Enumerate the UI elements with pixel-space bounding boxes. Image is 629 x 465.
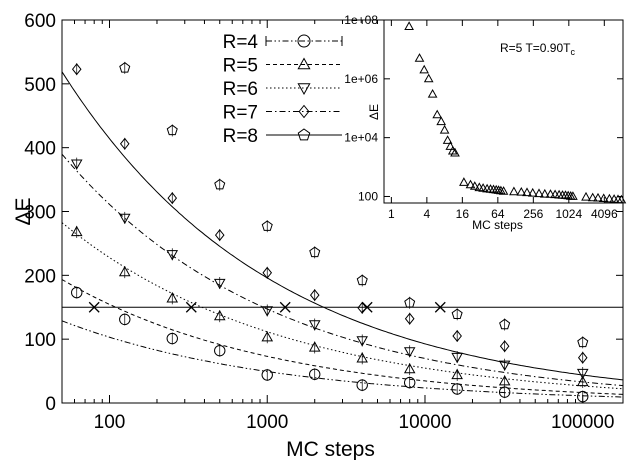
inset-y-tick-label: 1e+06: [344, 72, 378, 86]
inset-point: [442, 135, 453, 144]
inset-point: [522, 187, 532, 197]
inset-x-tick-label: 1024: [555, 207, 582, 221]
x-tick-label: 10000: [399, 412, 452, 433]
inset-x-tick-label: 256: [523, 207, 543, 221]
y-tick-label: 400: [24, 139, 56, 160]
inset-point: [545, 189, 556, 198]
inset-point: [445, 141, 456, 150]
inset-point: [593, 192, 603, 202]
inset-x-tick-label: 64: [491, 207, 505, 221]
inset-point: [616, 194, 627, 204]
inset-point: [447, 145, 458, 155]
inset-point: [436, 116, 447, 126]
y-tick-label: 0: [45, 394, 56, 415]
legend-label-R=5: R=5: [223, 56, 258, 77]
inset-point: [534, 188, 544, 198]
inset-x-tick-label: 4: [424, 207, 431, 221]
x-tick-label: 100000: [551, 412, 614, 433]
fit-line-R=6: [62, 222, 623, 390]
inset-point: [439, 124, 450, 134]
inset-point: [469, 181, 480, 190]
y-tick-label: 100: [24, 330, 56, 351]
inset-y-axis-label: ΔE: [367, 104, 381, 120]
inset-point: [568, 191, 578, 200]
fit-line-R=8: [62, 71, 623, 381]
inset-y-tick-label: 1e+04: [344, 131, 378, 145]
y-tick-label: 200: [24, 266, 56, 287]
x-axis-label: MC steps: [286, 438, 375, 460]
inset-plot: 100 1e+04 1e+06 1e+08 1 4 16 64 256 1024 4096 MC st…: [344, 13, 627, 232]
inset-point: [598, 193, 609, 202]
inset-point: [516, 186, 527, 196]
inset-point: [587, 192, 598, 202]
inset-point: [459, 177, 469, 186]
y-tick-label: 600: [24, 11, 56, 32]
inset-annotation-subscript: c: [571, 47, 576, 57]
legend-marker-R=7: [298, 104, 310, 119]
main-plot: 0 100 200 300 400 500 600 100 1000 10000 100000 MC …: [12, 11, 624, 461]
inset-y-tick-label: 1e+08: [344, 13, 378, 27]
crossing-marker: [279, 301, 291, 313]
inset-y-tick-label: 100: [358, 189, 378, 203]
inset-point: [498, 186, 509, 195]
legend-label-R=4: R=4: [223, 32, 259, 53]
fit-line-R=4: [62, 320, 623, 398]
inset-point: [423, 73, 434, 83]
inset-point: [404, 21, 414, 30]
inset-point: [581, 191, 591, 201]
inset-point: [465, 179, 476, 189]
inset-point: [509, 186, 519, 196]
legend-label-R=7: R=7: [223, 103, 258, 124]
y-axis-label: ΔE: [12, 197, 35, 225]
fit-curves: [62, 71, 623, 398]
inset-x-tick-label: 16: [456, 207, 470, 221]
fit-line-R=7: [62, 153, 623, 387]
inset-point: [527, 187, 538, 197]
inset-point: [604, 193, 615, 203]
fit-line-R=5: [62, 279, 623, 395]
x-tick-label: 100: [94, 412, 126, 433]
inset-point: [539, 188, 550, 198]
inset-x-tick-label: 1: [388, 207, 395, 221]
y-tick-label: 300: [24, 203, 56, 224]
legend-marker-R=6: [297, 83, 311, 96]
inset-point: [414, 53, 425, 62]
legend-marker-R=5: [297, 57, 311, 70]
crossing-marker: [185, 301, 197, 313]
legend-label-R=8: R=8: [223, 126, 258, 147]
inset-point: [427, 88, 438, 98]
y-tick-label: 500: [24, 75, 56, 96]
crossing-marker: [88, 301, 100, 313]
inset-point: [419, 64, 429, 74]
legend-marker-R=4: [297, 34, 311, 48]
inset-x-tick-label: 4096: [591, 207, 618, 221]
legend-label-R=6: R=6: [223, 79, 258, 100]
inset-point: [432, 109, 443, 119]
crossing-marker: [434, 301, 446, 313]
x-tick-label: 1000: [246, 412, 288, 433]
legend-marker-R=8: [297, 128, 311, 141]
legend: R=4 R=5R=6 R=7R=8: [223, 32, 343, 147]
inset-x-axis-label: MC steps: [472, 218, 523, 232]
inset-frame: [383, 19, 624, 204]
inset-annotation: R=5 T=0.90Tc: [500, 41, 576, 57]
inset-point: [450, 147, 460, 157]
